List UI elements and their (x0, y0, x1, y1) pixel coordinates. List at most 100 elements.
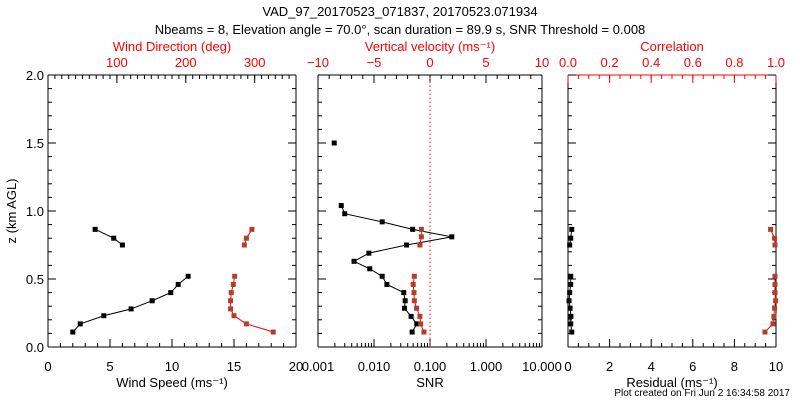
correlation-point (772, 305, 778, 311)
vertical-velocity-point (414, 305, 420, 311)
title-line-1: VAD_97_20170523_071837, 20170523.071934 (262, 4, 537, 19)
wind-speed-point (77, 321, 83, 327)
x-tick-label: 5 (106, 359, 113, 374)
residual-point (569, 226, 575, 232)
x-tick-label: 20 (289, 359, 303, 374)
wind-speed-line (94, 228, 123, 246)
residual-point (568, 273, 574, 279)
wind-speed-point (70, 329, 76, 335)
y-tick-label: 0.5 (26, 272, 44, 287)
wind-direction-point (270, 329, 276, 335)
x-tick-label: 0 (44, 359, 51, 374)
vertical-velocity-point (418, 321, 424, 327)
wind-direction-point (243, 235, 249, 241)
vertical-velocity-point (418, 234, 424, 240)
snr-point (410, 226, 416, 232)
wind-direction-point (228, 290, 234, 296)
x-axis-label: SNR (416, 375, 443, 390)
wind-direction-point (241, 242, 247, 248)
y-tick-label: 0.0 (26, 340, 44, 355)
x-tick-label: 2 (606, 359, 613, 374)
snr-line (340, 205, 452, 333)
x2-axis-label: Correlation (640, 39, 704, 54)
x2-tick-label: −5 (367, 55, 382, 70)
wind-direction-point (228, 298, 234, 304)
x-tick-label: 15 (227, 359, 241, 374)
snr-point (403, 242, 409, 248)
x2-tick-label: 1.0 (767, 55, 785, 70)
correlation-point (773, 298, 779, 304)
x2-tick-label: 0.0 (559, 55, 577, 70)
correlation-point (772, 273, 778, 279)
wind-speed-line (72, 275, 189, 333)
correlation-point (772, 290, 778, 296)
x2-tick-label: 0.6 (684, 55, 702, 70)
snr-point (366, 250, 372, 256)
y-tick-label: 1.5 (26, 136, 44, 151)
snr-point (402, 298, 408, 304)
residual-point (568, 321, 574, 327)
x-axis-label: Wind Speed (ms⁻¹) (116, 375, 228, 390)
correlation-point (772, 281, 778, 287)
title-line-2: Nbeams = 8, Elevation angle = 70.0°, sca… (155, 22, 646, 37)
x2-tick-label: 200 (175, 55, 197, 70)
wind-speed-point (101, 313, 107, 319)
wind-direction-line (230, 276, 274, 333)
y-tick-label: 2.0 (26, 68, 44, 83)
wind-speed-point (92, 226, 98, 232)
wind-direction-point (249, 226, 255, 232)
correlation-point (770, 321, 776, 327)
residual-point (566, 298, 572, 304)
snr-point (408, 313, 414, 319)
x2-tick-label: 0 (426, 55, 433, 70)
snr-point (449, 234, 455, 240)
snr-point (414, 321, 420, 327)
residual-point (567, 305, 573, 311)
snr-point (342, 211, 348, 217)
x-tick-label: 4 (648, 359, 655, 374)
panel-2: 0.001 0.010 0.100 1.000 10.000 SNR −10 −5 0 5 10 Ve… (302, 39, 562, 390)
wind-speed-point (168, 290, 174, 296)
x-tick-label: 1.000 (470, 359, 503, 374)
vertical-velocity-point (410, 281, 416, 287)
snr-point (401, 305, 407, 311)
residual-point (567, 290, 573, 296)
x-tick-label: 0 (564, 359, 571, 374)
residual-point (567, 242, 573, 248)
x2-tick-label: 10 (535, 55, 549, 70)
x-tick-label: 0.001 (302, 359, 335, 374)
correlation-point (771, 313, 777, 319)
vertical-velocity-point (417, 313, 423, 319)
wind-direction-point (231, 313, 237, 319)
vertical-velocity-point (421, 329, 427, 335)
y-tick-label: 1.0 (26, 204, 44, 219)
x-tick-label: 8 (731, 359, 738, 374)
x-tick-label: 10 (769, 359, 783, 374)
vertical-velocity-point (417, 242, 423, 248)
wind-speed-point (111, 235, 117, 241)
wind-speed-point (128, 306, 134, 312)
wind-direction-point (232, 273, 238, 279)
vertical-velocity-point (411, 273, 417, 279)
wind-speed-point (185, 273, 191, 279)
correlation-point (772, 235, 778, 241)
wind-direction-point (228, 306, 234, 312)
y-axis-label: z (km AGL) (4, 178, 19, 243)
snr-point (409, 329, 415, 335)
wind-speed-point (175, 281, 181, 287)
x2-tick-label: −10 (307, 55, 329, 70)
vertical-velocity-point (411, 298, 417, 304)
residual-point (568, 281, 574, 287)
correlation-point (768, 226, 774, 232)
wind-speed-point (149, 298, 155, 304)
x2-tick-label: 300 (244, 55, 266, 70)
snr-point (351, 258, 357, 264)
snr-point (379, 273, 385, 279)
vertical-velocity-point (418, 226, 424, 232)
snr-point (367, 266, 373, 272)
residual-point (569, 329, 575, 335)
x-tick-label: 6 (689, 359, 696, 374)
x2-axis-label: Wind Direction (deg) (113, 39, 232, 54)
snr-point (338, 203, 344, 209)
